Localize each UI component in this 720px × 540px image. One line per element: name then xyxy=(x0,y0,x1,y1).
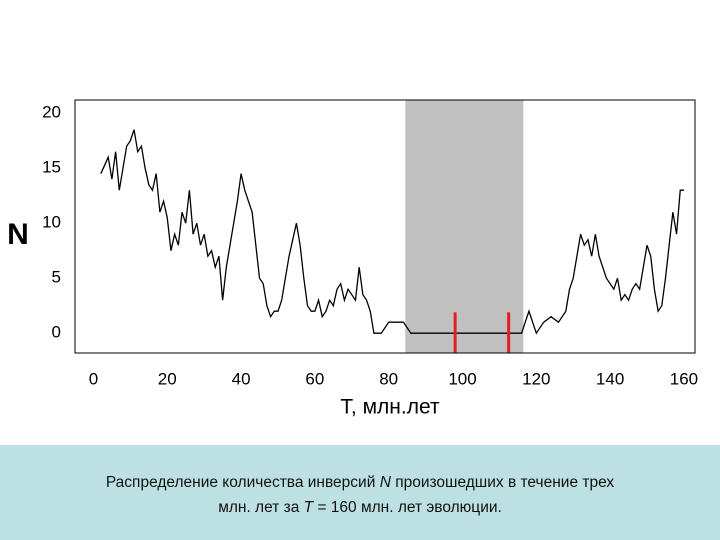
x-tick-label: 80 xyxy=(379,369,398,388)
x-axis-title: Т, млн.лет xyxy=(340,396,440,419)
caption-text: произошедших в течение трех xyxy=(395,474,615,491)
y-tick-label: 5 xyxy=(52,268,61,287)
y-tick-label: 15 xyxy=(42,158,61,177)
x-tick-label: 160 xyxy=(670,369,698,388)
caption-text: Распределение количества инверсий xyxy=(105,474,376,491)
caption: Распределение количества инверсий N прои… xyxy=(0,445,720,540)
shaded-region xyxy=(405,100,524,353)
y-axis-title: N xyxy=(7,218,29,251)
y-tick-label: 10 xyxy=(42,213,61,232)
caption-text: млн. лет за xyxy=(218,499,300,516)
caption-symbol: T xyxy=(303,499,314,516)
x-tick-label: 60 xyxy=(305,369,324,388)
caption-line: Распределение количества инверсий N прои… xyxy=(0,470,720,495)
y-tick-label: 0 xyxy=(52,323,61,342)
x-tick-label: 120 xyxy=(522,369,550,388)
x-tick-label: 140 xyxy=(596,369,624,388)
chart: N Т, млн.лет 0 5 10 15 20 0 20 40 60 80 100 120 140 1… xyxy=(7,99,698,419)
caption-line: млн. лет за T = 160 млн. лет эволюции. xyxy=(0,495,720,520)
caption-text: = 160 млн. лет эволюции. xyxy=(317,499,502,516)
data-line xyxy=(100,129,684,335)
x-tick-label: 40 xyxy=(232,369,251,388)
x-tick-label: 0 xyxy=(89,369,98,388)
y-tick-label: 20 xyxy=(42,103,61,122)
x-tick-label: 100 xyxy=(448,369,476,388)
plot-frame xyxy=(74,99,696,354)
caption-symbol: N xyxy=(379,474,391,491)
x-tick-label: 20 xyxy=(158,369,177,388)
